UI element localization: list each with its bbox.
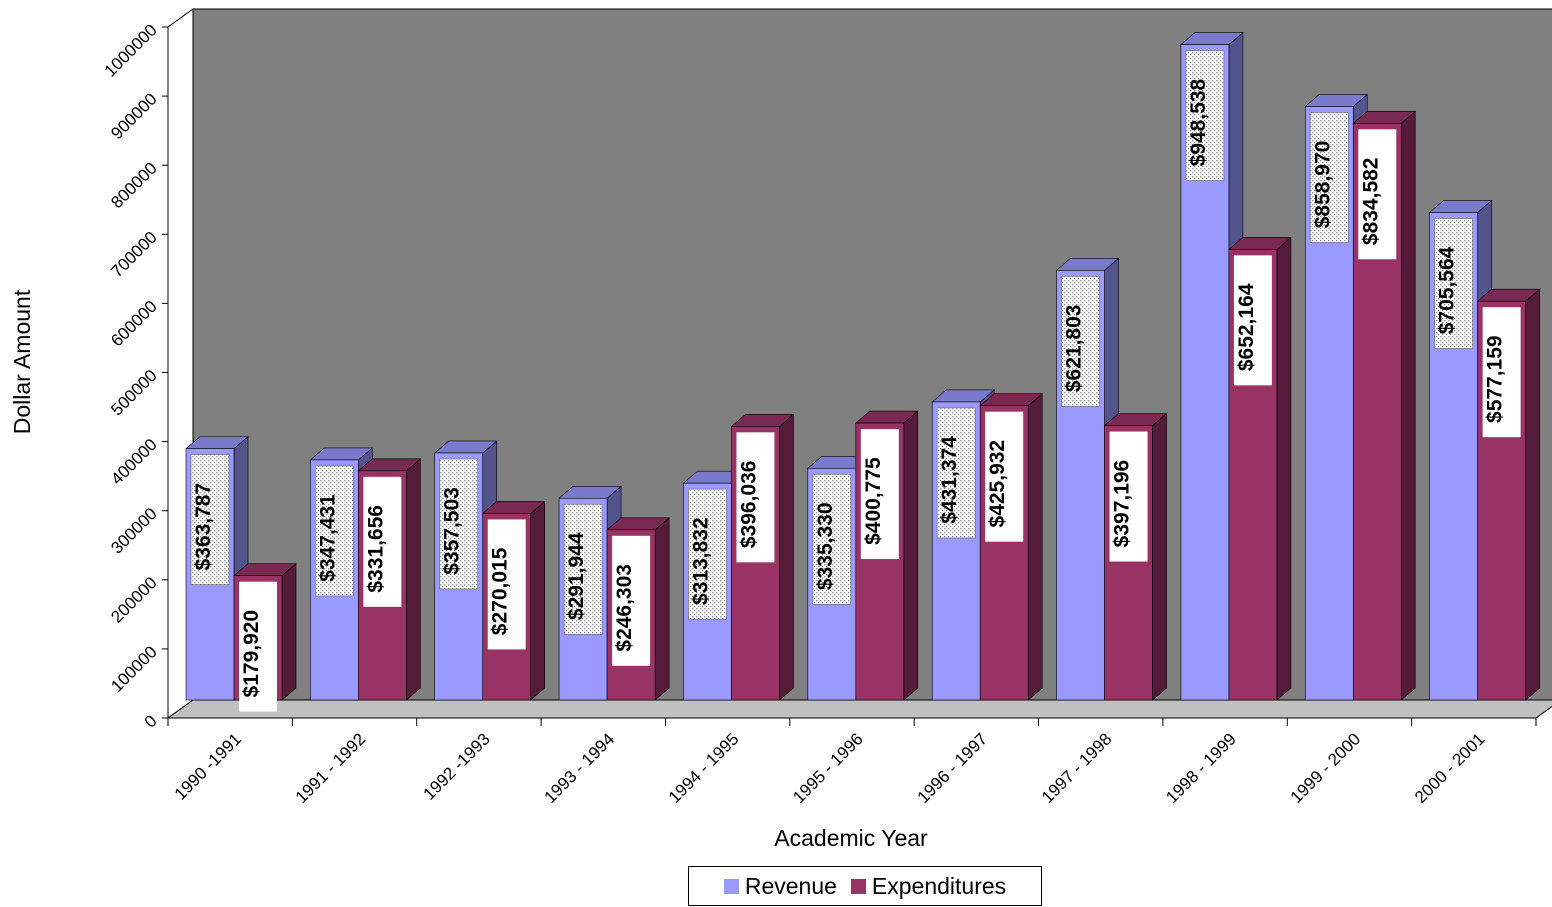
data-label-expenditures: $834,582: [1358, 129, 1397, 260]
data-label-expenditures: $577,159: [1482, 307, 1521, 438]
x-tick-label: 1994 - 1995: [665, 729, 743, 807]
svg-text:$179,920: $179,920: [240, 610, 263, 698]
svg-text:$335,330: $335,330: [814, 502, 837, 590]
x-tick-label: 2000 - 2001: [1411, 729, 1489, 807]
data-label-revenue: $291,944: [563, 503, 603, 635]
data-label-expenditures: $246,303: [612, 535, 651, 666]
data-label-revenue: $705,564: [1434, 218, 1473, 349]
svg-text:$396,036: $396,036: [737, 461, 760, 549]
data-label-expenditures: $396,036: [736, 432, 775, 563]
y-tick-label: 900000: [107, 89, 161, 143]
legend-label-revenue: Revenue: [744, 872, 837, 899]
svg-text:$652,164: $652,164: [1235, 283, 1258, 371]
data-labels-group: $363,787 $179,920 $347,431 $331,656 $357,503…: [190, 50, 1521, 712]
svg-text:$621,803: $621,803: [1063, 305, 1086, 393]
svg-text:$425,932: $425,932: [986, 440, 1009, 528]
legend-swatch-expenditures: [850, 878, 866, 894]
x-axis: 1990 -1991 1991 - 1992 1992 -1993 1993 - 19…: [167, 718, 1537, 807]
x-tick-label: 1998 - 1999: [1162, 729, 1240, 807]
svg-text:$834,582: $834,582: [1359, 158, 1382, 246]
y-tick-label: 200000: [107, 573, 161, 627]
svg-text:$577,159: $577,159: [1484, 335, 1507, 423]
y-axis: 0 100000 200000 300000 400000 500000 600000 700…: [101, 20, 168, 732]
y-tick-label: 800000: [107, 159, 161, 213]
data-label-revenue: $431,374: [936, 407, 976, 539]
x-axis-title: Academic Year: [774, 825, 928, 851]
x-tick-label: 1990 -1991: [171, 729, 245, 803]
floor: [166, 699, 1552, 719]
y-tick-label: 600000: [107, 297, 161, 351]
y-tick-label: 500000: [107, 366, 161, 420]
svg-text:$270,015: $270,015: [489, 547, 512, 635]
y-tick-label: 1000000: [101, 20, 161, 80]
x-tick-label: 1999 - 2000: [1287, 729, 1365, 807]
legend-item-expenditures: Expenditures: [850, 872, 1007, 900]
svg-text:$331,656: $331,656: [364, 505, 387, 593]
data-label-expenditures: $652,164: [1233, 255, 1272, 386]
svg-text:$858,970: $858,970: [1311, 141, 1334, 229]
y-tick-label: 300000: [107, 504, 161, 558]
legend-label-expenditures: Expenditures: [871, 872, 1007, 899]
data-label-expenditures: $400,775: [860, 429, 899, 560]
data-label-expenditures: $397,196: [1109, 431, 1148, 562]
svg-text:$363,787: $363,787: [192, 483, 215, 571]
legend-swatch-revenue: [723, 878, 739, 894]
data-label-revenue: $363,787: [190, 454, 230, 585]
x-tick-label: 1997 - 1998: [1038, 729, 1116, 807]
svg-text:$397,196: $397,196: [1111, 460, 1134, 548]
data-label-revenue: $948,538: [1185, 50, 1225, 181]
data-label-expenditures: $270,015: [487, 519, 526, 650]
data-label-revenue: $621,803: [1061, 276, 1100, 407]
y-tick-label: 100000: [107, 642, 161, 696]
svg-text:$357,503: $357,503: [441, 487, 464, 575]
svg-text:$705,564: $705,564: [1436, 246, 1459, 334]
svg-text:$431,374: $431,374: [938, 436, 961, 524]
svg-text:$400,775: $400,775: [862, 457, 885, 545]
legend: Revenue Expenditures: [688, 866, 1042, 906]
data-label-revenue: $347,431: [315, 465, 354, 597]
x-tick-label: 1992 -1993: [419, 729, 493, 803]
data-label-expenditures: $331,656: [363, 476, 402, 607]
x-tick-label: 1991 - 1992: [292, 729, 370, 807]
data-label-revenue: $858,970: [1309, 112, 1349, 243]
svg-text:$948,538: $948,538: [1187, 78, 1210, 166]
x-tick-label: 1993 - 1994: [540, 729, 618, 807]
data-label-expenditures: $425,932: [985, 411, 1024, 542]
data-label-revenue: $357,503: [439, 458, 479, 590]
x-tick-label: 1995 - 1996: [789, 729, 867, 807]
svg-text:$313,832: $313,832: [689, 517, 712, 605]
data-label-revenue: $335,330: [812, 473, 852, 605]
data-label-expenditures: $179,920: [239, 581, 277, 712]
y-tick-label: 0: [141, 711, 161, 731]
y-tick-label: 700000: [107, 228, 161, 282]
svg-text:$347,431: $347,431: [316, 494, 339, 582]
svg-text:$246,303: $246,303: [613, 564, 636, 652]
data-label-revenue: $313,832: [688, 488, 727, 620]
svg-text:$291,944: $291,944: [565, 532, 588, 620]
legend-item-revenue: Revenue: [723, 872, 837, 900]
y-tick-label: 400000: [107, 435, 161, 489]
x-tick-label: 1996 - 1997: [914, 729, 992, 807]
y-axis-title: Dollar Amount: [9, 289, 35, 434]
